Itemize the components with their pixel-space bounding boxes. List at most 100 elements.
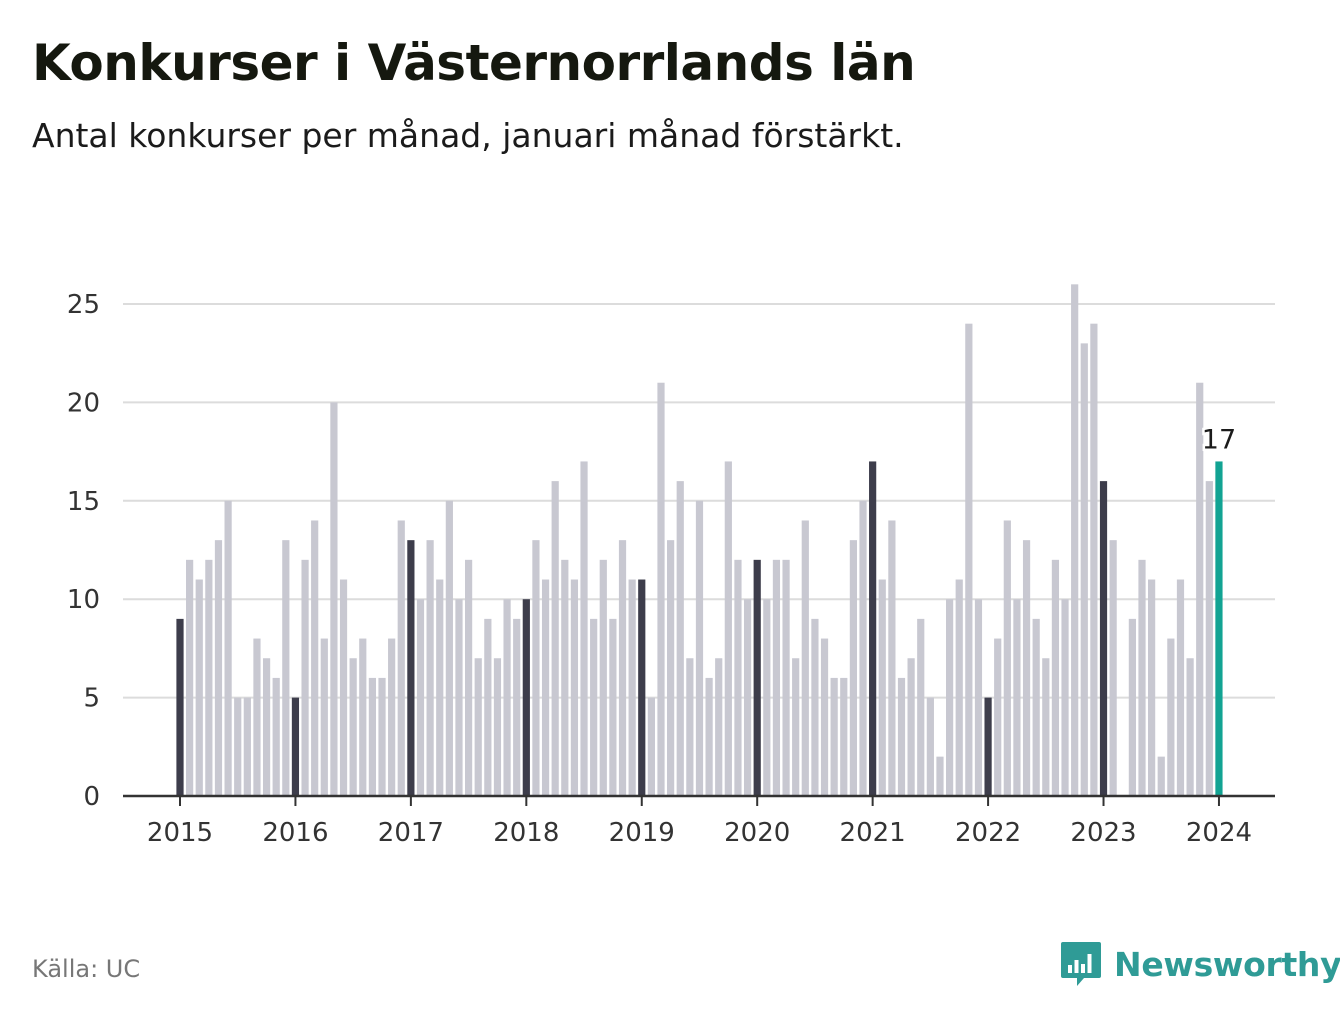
bar xyxy=(763,599,771,796)
bar xyxy=(926,697,934,796)
bar xyxy=(465,559,473,796)
bar xyxy=(1196,382,1204,796)
bar-january xyxy=(1099,481,1108,796)
bar xyxy=(599,559,607,796)
bar-january xyxy=(753,559,761,796)
x-tick-label: 2020 xyxy=(724,818,790,848)
bar xyxy=(686,658,694,796)
bar xyxy=(618,540,627,796)
bar xyxy=(1205,481,1213,796)
bar xyxy=(955,579,963,796)
bar xyxy=(820,638,829,796)
bar xyxy=(830,677,838,796)
bar xyxy=(801,520,809,796)
bar xyxy=(1080,343,1088,796)
bar xyxy=(580,461,588,796)
bar xyxy=(994,638,1002,796)
x-tick-label: 2015 xyxy=(147,818,213,848)
bar-january xyxy=(638,579,646,796)
bar-january xyxy=(291,697,300,796)
bar xyxy=(570,579,579,796)
bar xyxy=(609,618,617,796)
bar xyxy=(1138,559,1146,796)
bar xyxy=(474,658,482,796)
bar xyxy=(590,618,598,796)
bar xyxy=(965,323,973,796)
bar xyxy=(724,461,732,796)
bar xyxy=(657,382,665,796)
bar xyxy=(320,638,328,796)
brand-logo[interactable]: Newsworthy xyxy=(1060,940,1340,988)
y-tick-label: 25 xyxy=(67,290,100,320)
bar xyxy=(667,540,675,796)
y-tick-label: 5 xyxy=(83,684,100,714)
bar xyxy=(214,540,223,796)
x-tick-label: 2023 xyxy=(1070,818,1136,848)
newsworthy-logo-icon xyxy=(1061,942,1101,986)
bar xyxy=(917,618,925,796)
bar xyxy=(1186,658,1194,796)
bar xyxy=(715,658,723,796)
bar xyxy=(282,540,290,796)
bars xyxy=(176,284,1223,796)
bar xyxy=(1022,540,1031,796)
bar xyxy=(397,520,405,796)
bar xyxy=(416,599,425,796)
bar xyxy=(1042,658,1050,796)
bar xyxy=(561,559,569,796)
brand-name: Newsworthy xyxy=(1114,944,1340,984)
bar xyxy=(359,638,367,796)
chart-title: Konkurser i Västernorrlands län xyxy=(32,34,916,92)
y-tick-label: 20 xyxy=(67,388,100,418)
bar xyxy=(243,697,251,796)
bar xyxy=(705,677,713,796)
bar xyxy=(1071,284,1079,796)
bar-january xyxy=(522,599,530,796)
bar xyxy=(1013,599,1021,796)
bar-january xyxy=(176,618,184,796)
bar xyxy=(695,500,704,796)
y-tick-label: 0 xyxy=(83,782,100,812)
bar xyxy=(503,599,511,796)
bar xyxy=(782,559,790,796)
bar-january xyxy=(407,540,415,796)
bar-january xyxy=(869,461,877,796)
bar xyxy=(484,618,492,796)
bar xyxy=(772,559,781,796)
bar xyxy=(311,520,319,796)
y-tick-label: 10 xyxy=(67,585,100,615)
bar xyxy=(378,677,386,796)
bar xyxy=(445,500,453,796)
bar xyxy=(339,579,348,796)
x-tick-label: 2018 xyxy=(493,818,559,848)
bar xyxy=(974,599,983,796)
bar xyxy=(426,540,434,796)
latest-value-label: 17 xyxy=(1202,424,1236,455)
bar xyxy=(1148,579,1156,796)
bar xyxy=(493,658,502,796)
bar xyxy=(1128,618,1136,796)
bar xyxy=(330,402,338,796)
bar xyxy=(349,658,357,796)
bar xyxy=(1032,618,1040,796)
bar xyxy=(1167,638,1175,796)
x-tick-label: 2019 xyxy=(609,818,675,848)
bar xyxy=(1061,599,1069,796)
bar xyxy=(647,697,655,796)
bar xyxy=(734,559,742,796)
bar xyxy=(1157,756,1165,796)
bar xyxy=(1090,323,1098,796)
bar xyxy=(897,677,906,796)
bar xyxy=(946,599,954,796)
bar xyxy=(1051,559,1060,796)
bar xyxy=(1176,579,1185,796)
bar xyxy=(388,638,396,796)
bar xyxy=(541,579,550,796)
bar xyxy=(436,579,444,796)
bar xyxy=(224,500,232,796)
bar xyxy=(532,540,540,796)
bar xyxy=(205,559,213,796)
bar-january xyxy=(984,697,992,796)
